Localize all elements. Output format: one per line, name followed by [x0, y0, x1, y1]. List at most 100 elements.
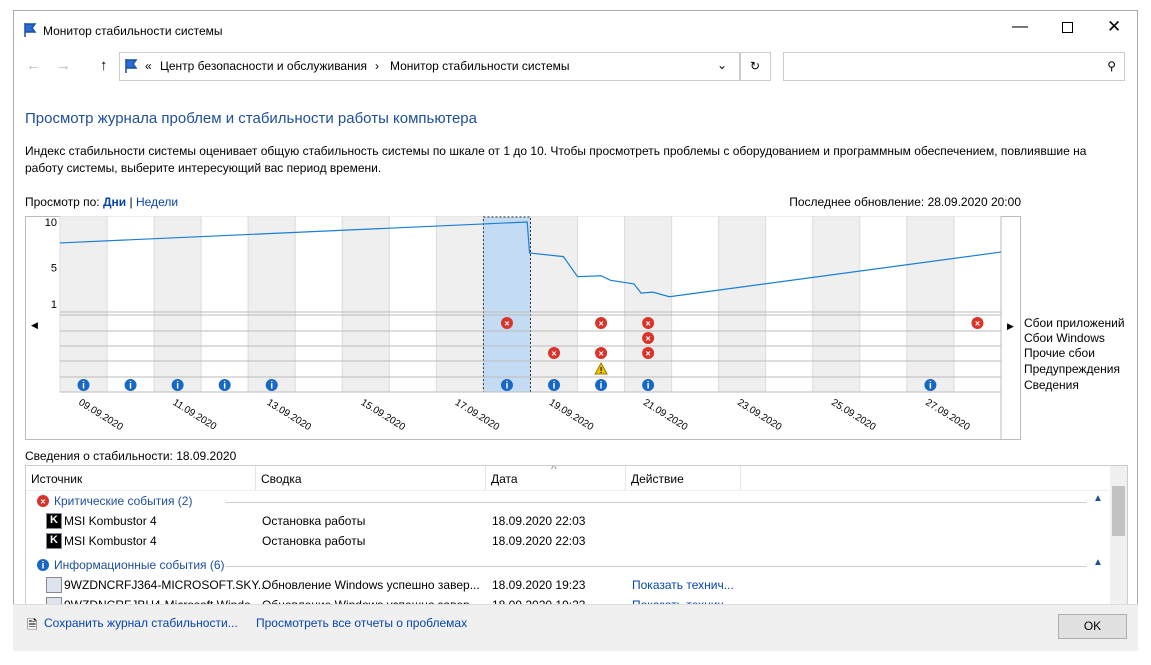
view-days[interactable]: Дни	[103, 195, 127, 209]
day-column	[624, 216, 673, 393]
up[interactable]: ↑	[100, 57, 108, 74]
collapse[interactable]: ▲	[1093, 557, 1103, 568]
info-glyph: i	[506, 381, 509, 392]
row-label: Прочие сбои	[1024, 346, 1095, 360]
address-bar[interactable]	[119, 52, 741, 81]
view-by: Просмотр по: Дни | Недели	[25, 195, 179, 209]
cell: MSI Kombustor 4	[64, 514, 157, 528]
row-label: Предупреждения	[1024, 362, 1120, 376]
day-column	[388, 216, 437, 393]
info-shape	[548, 379, 561, 391]
source-icon: K	[46, 513, 62, 529]
day-column	[200, 216, 249, 393]
y-tick-label: 1	[51, 299, 57, 311]
info-shape	[642, 379, 655, 391]
day-column	[294, 216, 343, 393]
refresh[interactable]: ↻	[739, 52, 771, 81]
action-link[interactable]: Показать технич...	[632, 578, 734, 592]
cell: Обновление Windows успешно завер	[262, 598, 470, 606]
cell: 9WZDNCRFJ364-MICROSOFT.SKY...	[64, 578, 268, 592]
dropdown[interactable]: ⌄	[717, 58, 728, 72]
error-glyph: ×	[598, 349, 603, 359]
column-divider	[485, 466, 486, 490]
error-glyph: ×	[645, 319, 650, 329]
info-icon: i	[642, 379, 655, 392]
search-box[interactable]: ⚲	[783, 52, 1125, 81]
info-shape	[124, 379, 137, 391]
day-column	[906, 216, 955, 393]
info-glyph: i	[270, 381, 273, 392]
info-glyph: i	[553, 381, 556, 392]
close[interactable]: ✕	[1107, 17, 1122, 36]
error-glyph: ×	[504, 319, 509, 329]
minimize[interactable]: —	[1012, 18, 1028, 35]
cell: Остановка работы	[262, 534, 366, 548]
column-divider	[255, 466, 256, 490]
day-column	[765, 216, 814, 393]
crumb[interactable]: Центр безопасности и обслуживания	[160, 59, 367, 73]
last-update: Последнее обновление: 28.09.2020 20:00	[789, 195, 1021, 209]
cell: Остановка работы	[262, 514, 366, 528]
warning-icon: !	[594, 361, 608, 375]
header-row	[26, 466, 1109, 491]
error-icon: ×	[500, 317, 513, 329]
view-weeks[interactable]: Недели	[135, 195, 179, 209]
day-column	[718, 216, 767, 393]
scroll-thumb[interactable]	[1112, 486, 1125, 536]
day-column	[106, 216, 155, 393]
info-glyph: i	[223, 381, 226, 392]
error-icon: ×	[642, 332, 655, 344]
scroll-left: ◀	[31, 320, 38, 330]
cell: 9WZDNCRFJBH4-Microsoft.Windo	[64, 598, 251, 606]
error-icon: ×	[642, 317, 655, 329]
error-icon: ×	[595, 317, 608, 329]
action-link[interactable]: Показать технич...	[632, 598, 734, 606]
day-column	[859, 216, 908, 393]
error-shape	[595, 317, 608, 329]
error-icon: ×	[595, 347, 608, 359]
info-shape	[924, 379, 937, 391]
day-column	[671, 216, 720, 393]
day-column	[530, 216, 579, 393]
group-icon: i	[37, 559, 49, 572]
group-icon: ×	[37, 495, 49, 507]
selected-day	[482, 216, 532, 393]
source-icon	[46, 577, 62, 593]
ok-button[interactable]: OK	[1058, 614, 1127, 639]
error-shape	[642, 347, 655, 359]
column-header: Сводка	[261, 472, 302, 486]
details-table: Источник Сводка Дата Действие ^ × Критические …	[25, 465, 1128, 606]
view-by-label: Просмотр по:	[25, 195, 100, 209]
info-icon: i	[218, 379, 231, 392]
cell: 18.09.2020 19:23	[492, 578, 586, 592]
info-shape	[595, 379, 608, 391]
info-shape	[77, 379, 90, 391]
stability-line	[59, 221, 1002, 298]
info-icon: i	[595, 379, 608, 392]
save-link[interactable]: Сохранить журнал стабильности...	[44, 616, 238, 630]
info-icon: i	[924, 379, 937, 392]
group-title: Информационные события (6)	[54, 558, 225, 572]
info-icon: i	[124, 379, 137, 392]
info-icon: i	[548, 379, 561, 392]
maximize[interactable]	[1062, 22, 1073, 33]
column-header: Дата	[491, 472, 518, 486]
info-glyph: i	[82, 381, 85, 392]
back[interactable]: ←	[26, 57, 41, 74]
warning-shape	[594, 361, 608, 375]
cell: 18.09.2020 22:03	[492, 514, 586, 528]
group-rule	[226, 502, 1086, 503]
reports-link[interactable]: Просмотреть все отчеты о проблемах	[256, 616, 468, 630]
app-icon	[24, 23, 37, 37]
forward[interactable]: →	[56, 57, 71, 74]
crumb[interactable]: Монитор стабильности системы	[390, 59, 570, 73]
cell: 18.09.2020 22:03	[492, 534, 586, 548]
description: Индекс стабильности системы оценивает об…	[25, 144, 1087, 175]
info-icon: i	[171, 379, 184, 392]
info-glyph: i	[647, 381, 650, 392]
column-divider	[625, 466, 626, 490]
info-glyph: i	[929, 381, 932, 392]
cell: Обновление Windows успешно завер...	[262, 578, 480, 592]
collapse[interactable]: ▲	[1093, 493, 1103, 504]
